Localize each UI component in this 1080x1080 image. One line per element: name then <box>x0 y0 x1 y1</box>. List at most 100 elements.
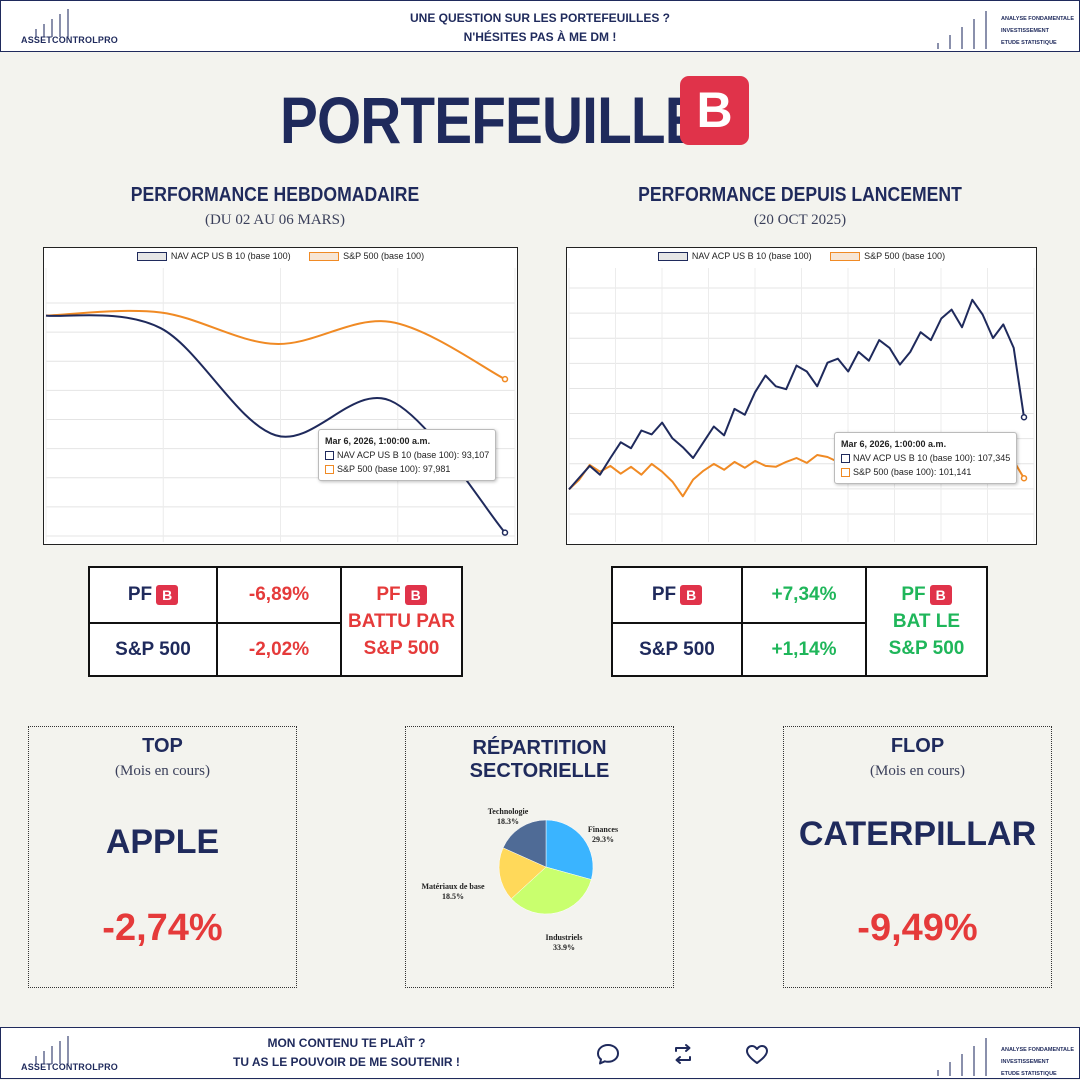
series-endpoint-marker <box>501 375 509 383</box>
pie-label-tech: Technologie 18.3% <box>487 807 529 826</box>
legend-nav-label: NAV ACP US B 10 (base 100) <box>170 251 291 261</box>
row-pf-value: -6,89% <box>216 566 342 624</box>
pie-slice-industriels <box>510 866 592 915</box>
pf-mini-badge: B <box>680 584 703 605</box>
comment-icon[interactable] <box>595 1041 621 1067</box>
series-endpoint-marker <box>1020 414 1028 421</box>
page-title-text: PORTEFEUILLE <box>280 83 703 157</box>
chart-bars-decor-icon <box>937 5 997 49</box>
launch-heading: PERFORMANCE DEPUIS LANCEMENT <box>638 184 962 206</box>
verdict-line3: S&P 500 <box>363 638 440 659</box>
tag-etude: ETUDE STATISTIQUE <box>1001 40 1057 46</box>
footer-bar: ASSETCONTROLPRO MON CONTENU TE PLAÎT ? T… <box>0 1027 1080 1079</box>
flop-stock-name: CATERPILLAR <box>798 815 1037 853</box>
flop-subheading: (Mois en cours) <box>870 763 965 779</box>
chart-grid <box>568 268 1035 542</box>
pie-label-finances: Finances 29.3% <box>587 825 619 844</box>
launch-chart[interactable]: NAV ACP US B 10 (base 100) S&P 500 (base… <box>566 247 1037 545</box>
chart-legend: NAV ACP US B 10 (base 100) S&P 500 (base… <box>44 251 517 262</box>
legend-item-nav[interactable]: NAV ACP US B 10 (base 100) <box>657 251 812 262</box>
weekly-perf-table: PF B -6,89% PF B BATTU PAR S&P 500 S&P 500… <box>88 566 463 677</box>
top-stock-box: TOP (Mois en cours) APPLE -2,74% <box>28 726 297 988</box>
pf-mini-badge: B <box>156 584 179 605</box>
top-subheading: (Mois en cours) <box>115 763 210 779</box>
legend-sp-label: S&P 500 (base 100) <box>864 251 946 261</box>
header-message-line1: UNE QUESTION SUR LES PORTEFEUILLES ? <box>409 11 671 25</box>
tag-analyse: ANALYSE FONDAMENTALE <box>1001 1047 1075 1053</box>
weekly-verdict: PF B BATTU PAR S&P 500 <box>340 566 463 677</box>
sector-heading: RÉPARTITION SECTORIELLE <box>469 737 610 782</box>
flop-stock-pct: -9,49% <box>857 907 978 949</box>
weekly-chart[interactable]: NAV ACP US B 10 (base 100) S&P 500 (base… <box>43 247 518 545</box>
launch-subheading: (20 OCT 2025) <box>753 212 847 228</box>
line-chart-svg <box>568 268 1035 542</box>
pie-slice-finances <box>545 819 594 880</box>
tag-etude: ETUDE STATISTIQUE <box>1001 1071 1057 1077</box>
pie-label-industrials: Industriels 33.9% <box>545 933 583 952</box>
flop-stock-box: FLOP (Mois en cours) CATERPILLAR -9,49% <box>783 726 1052 988</box>
tooltip-date: Mar 6, 2026, 1:00:00 a.m. <box>325 436 431 446</box>
series-endpoint-marker <box>1020 474 1028 482</box>
verdict-mini-badge: B <box>404 584 427 605</box>
footer-message: MON CONTENU TE PLAÎT ? TU AS LE POUVOIR … <box>233 1034 460 1072</box>
verdict-mini-badge: B <box>929 584 952 605</box>
tooltip-date: Mar 6, 2026, 1:00:00 a.m. <box>841 439 947 449</box>
verdict-line3: S&P 500 <box>888 638 965 659</box>
pie-slice-mat-riaux-de-base <box>498 847 547 900</box>
pie-slice-technologie <box>502 819 547 868</box>
chart-bars-decor-icon <box>937 1032 997 1076</box>
footer-message-line1: MON CONTENU TE PLAÎT ? <box>267 1036 426 1050</box>
repost-icon[interactable] <box>670 1041 696 1067</box>
brand-name: ASSETCONTROLPRO <box>21 1062 119 1072</box>
top-heading: TOP <box>142 735 183 757</box>
page-title: PORTEFEUILLE B <box>0 74 1080 157</box>
series-line-nav <box>568 298 1025 491</box>
tooltip-nav: NAV ACP US B 10 (base 100): 107,345 <box>853 453 1011 463</box>
chart-grid <box>45 268 516 542</box>
header-message: UNE QUESTION SUR LES PORTEFEUILLES ? N'H… <box>1 9 1079 47</box>
series-line-sp500 <box>45 309 506 381</box>
series-line-nav <box>45 314 506 534</box>
header-tags: ANALYSE FONDAMENTALE INVESTISSEMENT ETUD… <box>1001 13 1074 49</box>
tooltip-sp: S&P 500 (base 100): 101,141 <box>853 467 972 477</box>
tag-investissement: INVESTISSEMENT <box>1001 28 1049 34</box>
row-sp-label: S&P 500 <box>88 622 218 677</box>
pie-label-materials: Matériaux de base 18.5% <box>421 882 485 901</box>
chart-bars-logo-icon <box>35 1034 75 1064</box>
chart-bars-logo-icon <box>35 7 75 37</box>
legend-sp-label: S&P 500 (base 100) <box>343 251 425 261</box>
footer-tags: ANALYSE FONDAMENTALE INVESTISSEMENT ETUD… <box>1001 1044 1074 1080</box>
verdict-line2: BAT LE <box>892 611 961 632</box>
tooltip-sp: S&P 500 (base 100): 97,981 <box>337 464 451 474</box>
flop-heading: FLOP <box>890 735 945 757</box>
tag-analyse: ANALYSE FONDAMENTALE <box>1001 16 1075 22</box>
row-pf-label: PF B <box>88 566 218 624</box>
portfolio-badge: B <box>680 76 749 145</box>
row-sp-value: -2,02% <box>216 622 342 677</box>
heart-icon[interactable] <box>744 1041 770 1067</box>
series-endpoint-marker <box>501 529 509 536</box>
row-sp-label: S&P 500 <box>611 622 743 677</box>
sector-box: RÉPARTITION SECTORIELLE Technologie 18.3%… <box>405 726 674 988</box>
chart-tooltip: Mar 6, 2026, 1:00:00 a.m. NAV ACP US B 1… <box>834 432 1018 484</box>
row-pf-value: +7,34% <box>741 566 867 624</box>
verdict-line2: BATTU PAR <box>348 611 455 632</box>
top-stock-pct: -2,74% <box>102 907 223 949</box>
tooltip-nav: NAV ACP US B 10 (base 100): 93,107 <box>337 450 490 460</box>
chart-legend: NAV ACP US B 10 (base 100) S&P 500 (base… <box>567 251 1036 262</box>
top-stock-name: APPLE <box>105 823 220 861</box>
legend-nav-label: NAV ACP US B 10 (base 100) <box>691 251 812 261</box>
header-bar: ASSETCONTROLPRO UNE QUESTION SUR LES POR… <box>0 0 1080 52</box>
line-chart-svg <box>45 268 516 542</box>
weekly-subheading: (DU 02 AU 06 MARS) <box>204 212 345 228</box>
launch-verdict: PF B BAT LE S&P 500 <box>865 566 988 677</box>
legend-item-nav[interactable]: NAV ACP US B 10 (base 100) <box>136 251 291 262</box>
legend-item-sp[interactable]: S&P 500 (base 100) <box>309 251 425 262</box>
weekly-heading: PERFORMANCE HEBDOMADAIRE <box>130 184 420 206</box>
footer-message-line2: TU AS LE POUVOIR DE ME SOUTENIR ! <box>233 1055 460 1069</box>
sector-pie-chart <box>498 819 594 915</box>
tag-investissement: INVESTISSEMENT <box>1001 1059 1049 1065</box>
legend-item-sp[interactable]: S&P 500 (base 100) <box>830 251 946 262</box>
row-sp-value: +1,14% <box>741 622 867 677</box>
row-pf-label: PF B <box>611 566 743 624</box>
